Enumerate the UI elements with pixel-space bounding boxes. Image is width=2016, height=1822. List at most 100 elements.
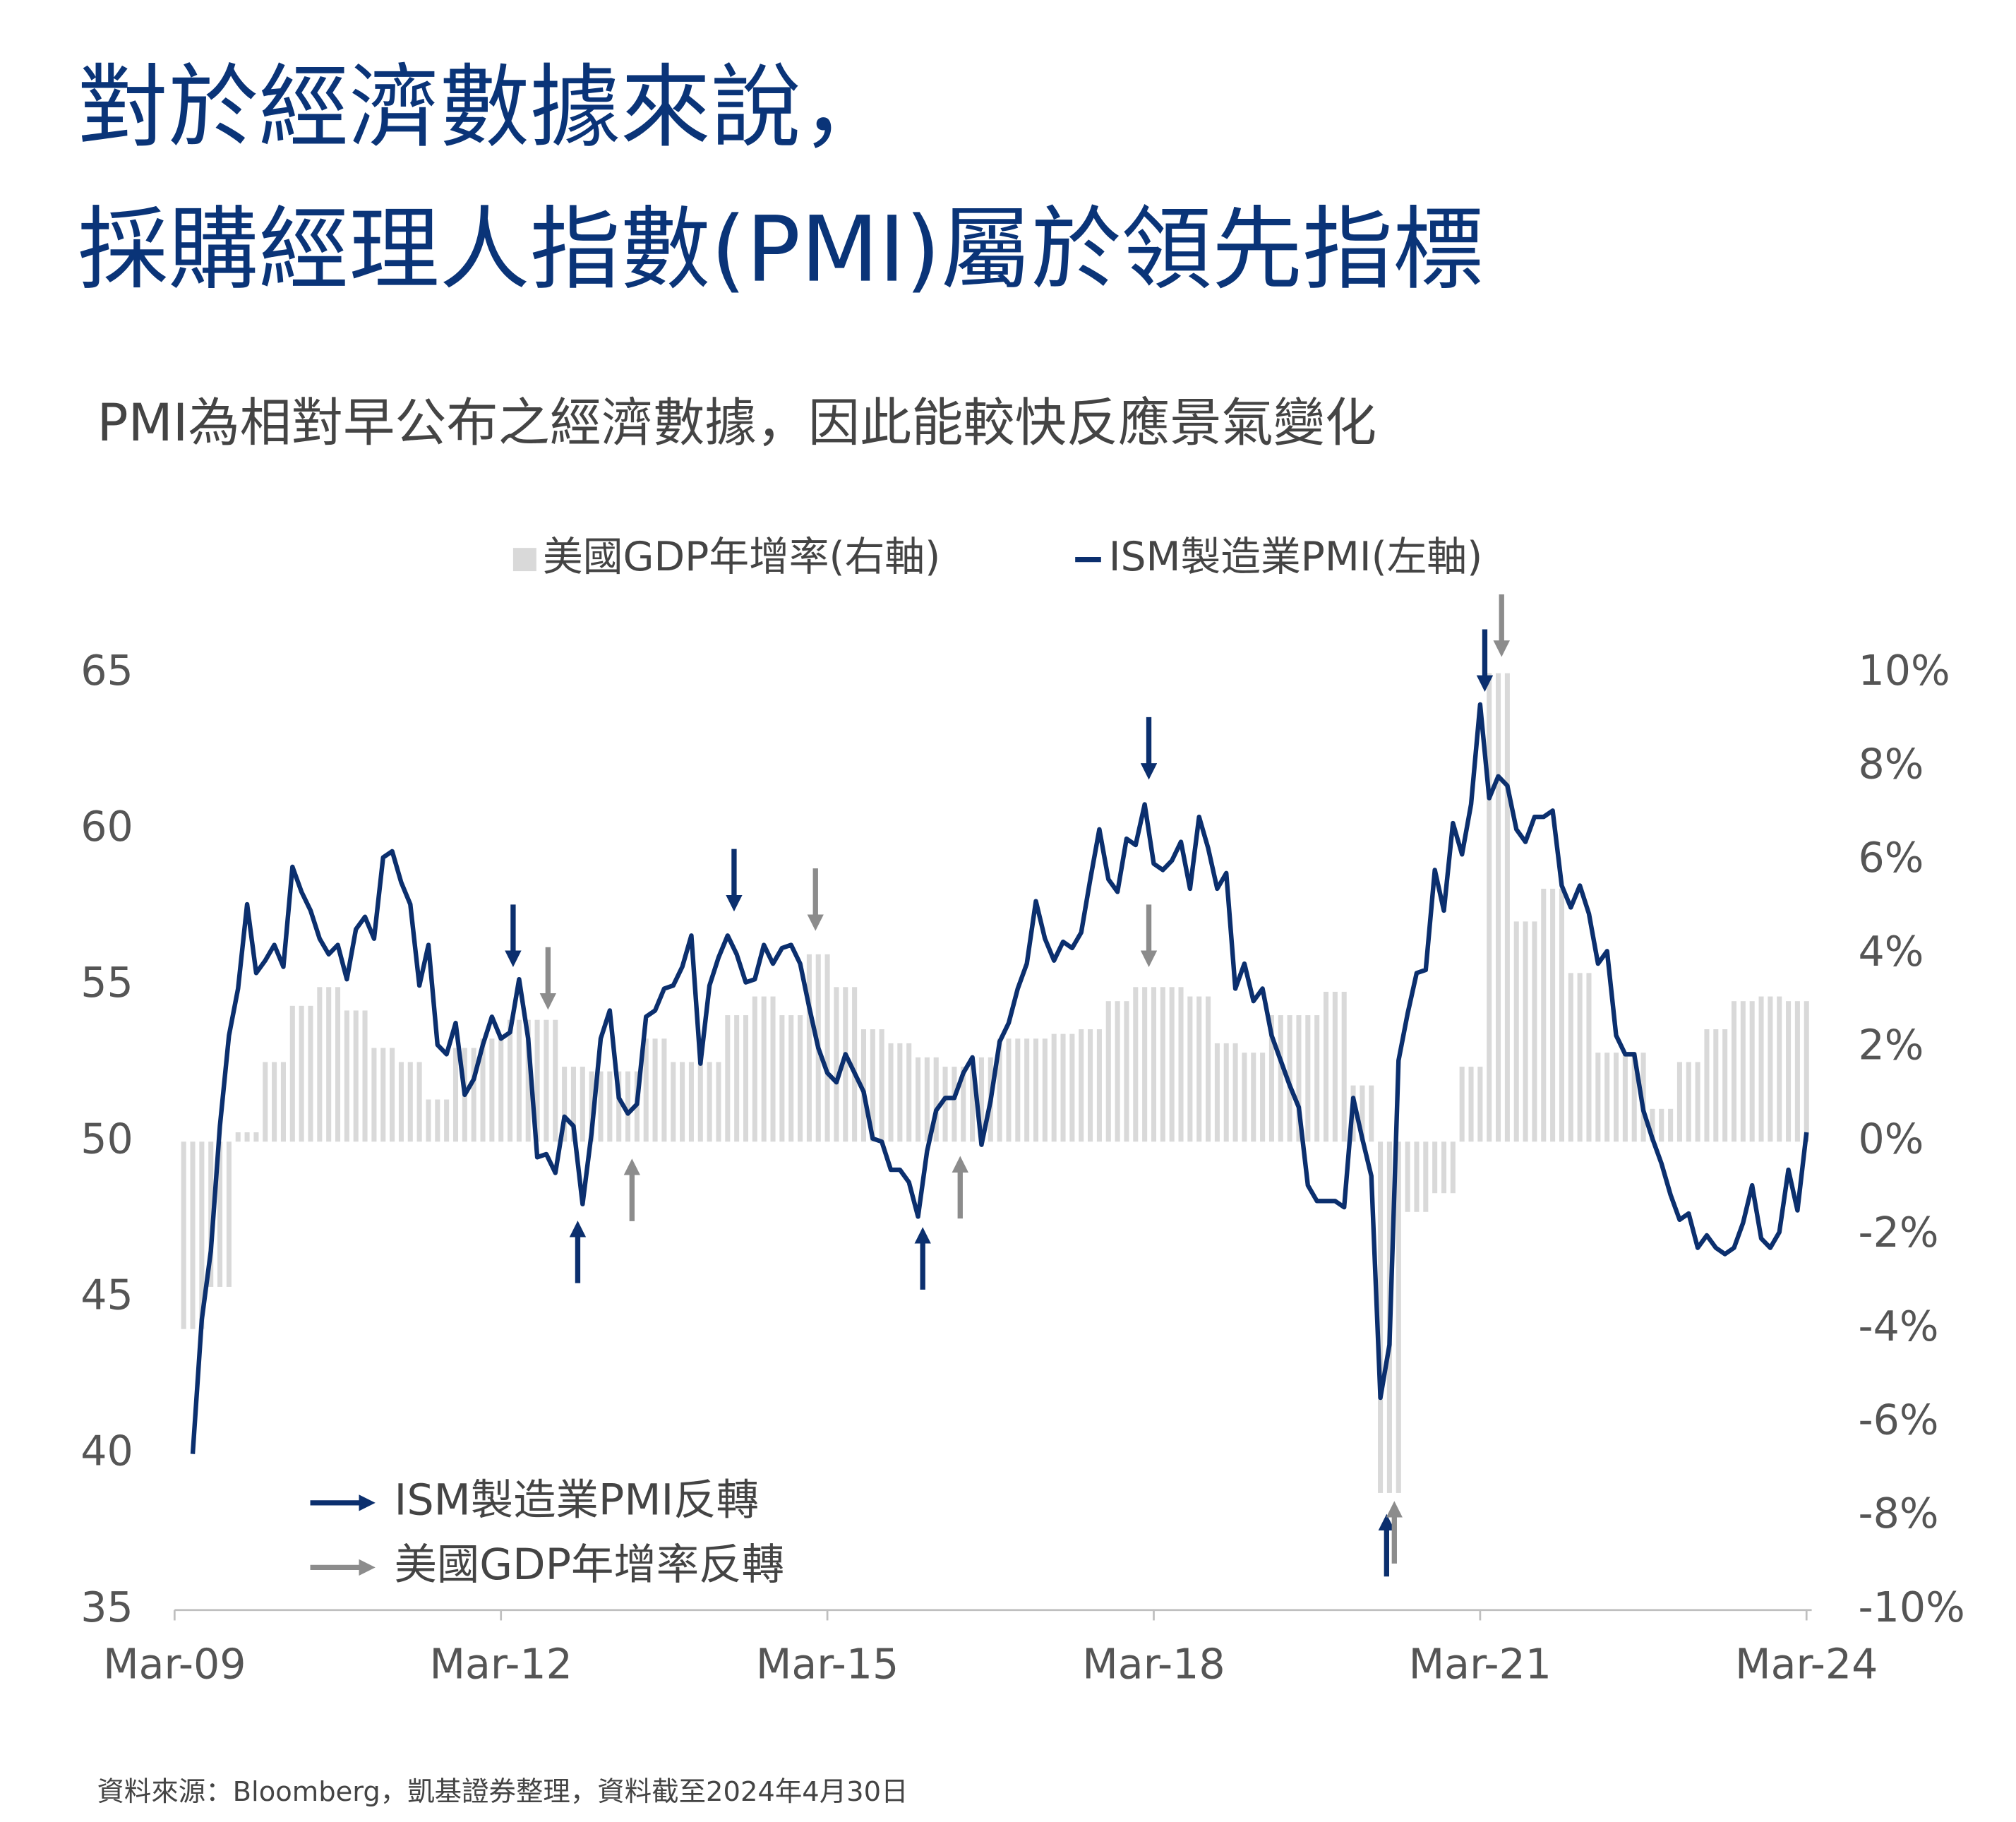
y2-tick-label: -10% bbox=[1858, 1583, 1964, 1631]
bar bbox=[326, 987, 332, 1142]
bar bbox=[1196, 996, 1202, 1142]
y-tick-label: 50 bbox=[80, 1115, 133, 1163]
bar bbox=[734, 1015, 740, 1142]
bar bbox=[217, 1141, 223, 1287]
bar bbox=[398, 1062, 404, 1142]
bar bbox=[1360, 1085, 1365, 1142]
bar bbox=[371, 1048, 377, 1142]
bar bbox=[1214, 1043, 1220, 1142]
bar bbox=[1704, 1029, 1710, 1142]
bar bbox=[1251, 1053, 1256, 1142]
bar bbox=[1550, 888, 1556, 1142]
bar bbox=[779, 1015, 785, 1142]
bar bbox=[1079, 1029, 1084, 1142]
bar bbox=[798, 1015, 803, 1142]
bar bbox=[997, 1038, 1002, 1142]
bar bbox=[607, 1071, 613, 1142]
bar bbox=[1541, 888, 1547, 1142]
bar bbox=[1088, 1029, 1093, 1142]
y-tick-label: 60 bbox=[80, 803, 133, 851]
bar bbox=[181, 1141, 186, 1329]
bar bbox=[625, 1071, 631, 1142]
bar bbox=[824, 954, 830, 1142]
y2-tick-label: 6% bbox=[1858, 834, 1924, 882]
bar bbox=[1287, 1015, 1292, 1142]
bar bbox=[1142, 987, 1148, 1142]
bar bbox=[508, 1019, 513, 1142]
bar bbox=[299, 1005, 304, 1142]
bar bbox=[544, 1019, 549, 1142]
y2-tick-label: 2% bbox=[1858, 1021, 1924, 1069]
bar bbox=[761, 996, 767, 1142]
bar bbox=[226, 1141, 232, 1287]
bar bbox=[1586, 973, 1592, 1142]
bar bbox=[1513, 921, 1519, 1142]
bar bbox=[652, 1038, 658, 1142]
y2-tick-label: 8% bbox=[1858, 741, 1924, 789]
y2-tick-label: -6% bbox=[1858, 1396, 1938, 1444]
bar bbox=[1468, 1067, 1474, 1142]
bar bbox=[1369, 1085, 1374, 1142]
bar bbox=[407, 1062, 413, 1142]
y2-tick-label: -8% bbox=[1858, 1490, 1938, 1538]
bar bbox=[516, 1019, 522, 1142]
bar bbox=[289, 1005, 295, 1142]
bar bbox=[1096, 1029, 1102, 1142]
bar bbox=[1341, 991, 1347, 1142]
bar bbox=[1740, 1001, 1746, 1142]
bar bbox=[616, 1071, 622, 1142]
bar bbox=[1794, 1001, 1800, 1142]
bar bbox=[1033, 1038, 1039, 1142]
bar bbox=[1187, 996, 1193, 1142]
bar bbox=[716, 1062, 721, 1142]
bar bbox=[688, 1062, 694, 1142]
bar bbox=[1024, 1038, 1030, 1142]
bar bbox=[1423, 1141, 1429, 1212]
bar bbox=[1676, 1062, 1682, 1142]
bar bbox=[1496, 673, 1501, 1142]
bar bbox=[870, 1029, 875, 1142]
bar bbox=[834, 987, 839, 1142]
y2-tick-label: -2% bbox=[1858, 1209, 1938, 1257]
bar bbox=[380, 1048, 386, 1142]
x-tick-label: Mar-18 bbox=[1082, 1640, 1225, 1688]
bar bbox=[788, 1015, 794, 1142]
bar bbox=[1487, 673, 1492, 1142]
y-tick-label: 45 bbox=[80, 1271, 133, 1319]
bar bbox=[253, 1132, 259, 1142]
bar bbox=[1504, 673, 1510, 1142]
line bbox=[190, 702, 1809, 1454]
annotation-label: ISM製造業PMI反轉 bbox=[395, 1475, 760, 1525]
bar bbox=[1223, 1043, 1229, 1142]
bar bbox=[344, 1010, 349, 1142]
bar bbox=[978, 1057, 984, 1142]
bar bbox=[916, 1057, 921, 1142]
bar bbox=[1532, 921, 1537, 1142]
y2-tick-label: 0% bbox=[1858, 1115, 1924, 1163]
bar bbox=[1133, 987, 1139, 1142]
chart-title: 對於經濟數據來說， bbox=[78, 55, 892, 160]
bar bbox=[1260, 1053, 1266, 1142]
bar bbox=[272, 1062, 277, 1142]
bar bbox=[752, 996, 757, 1142]
y-tick-label: 55 bbox=[80, 959, 133, 1007]
bar bbox=[390, 1048, 395, 1142]
bar bbox=[353, 1010, 359, 1142]
bar bbox=[942, 1067, 948, 1142]
y2-tick-label: -4% bbox=[1858, 1302, 1938, 1350]
x-tick-label: Mar-24 bbox=[1735, 1640, 1878, 1688]
bar bbox=[952, 1067, 957, 1142]
bar bbox=[1523, 921, 1528, 1142]
bar bbox=[280, 1062, 286, 1142]
bar bbox=[1232, 1043, 1238, 1142]
bar bbox=[1332, 991, 1338, 1142]
bar bbox=[1042, 1038, 1048, 1142]
bar bbox=[1450, 1141, 1456, 1194]
x-tick-label: Mar-12 bbox=[430, 1640, 572, 1688]
bar bbox=[661, 1038, 667, 1142]
bar bbox=[1414, 1141, 1420, 1212]
legend-swatch bbox=[512, 548, 536, 572]
bar bbox=[860, 1029, 867, 1142]
